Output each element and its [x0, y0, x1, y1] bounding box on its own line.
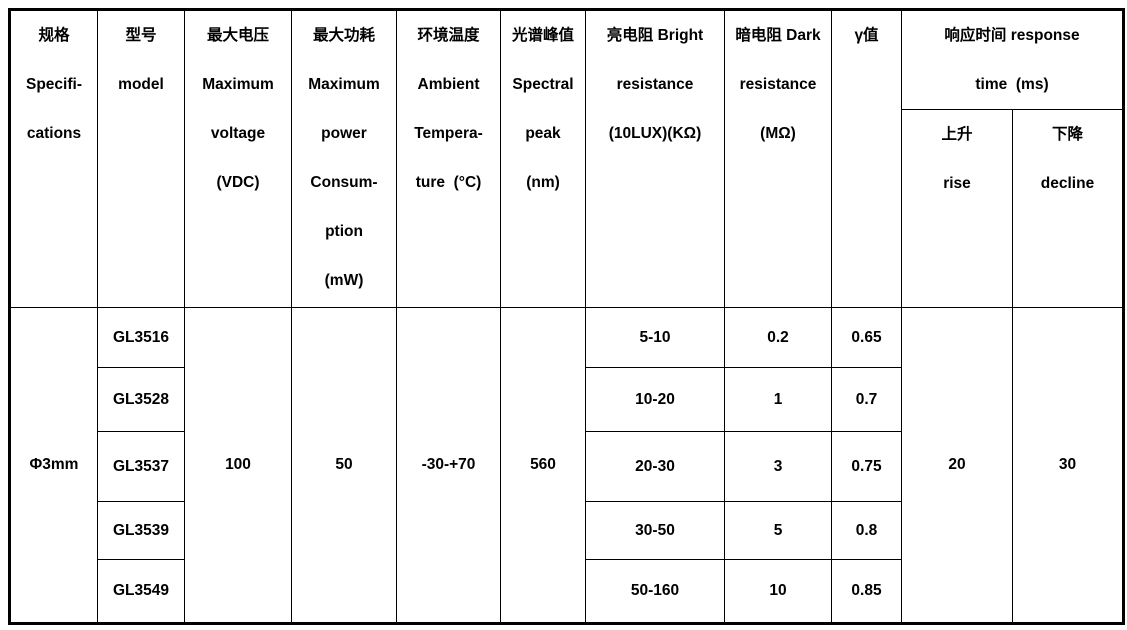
cell-specification: Φ3mm [9, 307, 98, 624]
table-row: GL3537 20-30 3 0.75 [10, 431, 1124, 502]
cell-gamma-row1: 0.7 [831, 367, 902, 432]
cell-decline: 30 [1011, 307, 1125, 624]
header-line: resistance [616, 76, 694, 93]
header-line: Specifi- [26, 76, 82, 93]
header-gamma: γ值 [831, 9, 902, 308]
header-line: cations [26, 125, 82, 142]
header-line: 光谱峰值 [511, 27, 574, 44]
header-line: power [321, 125, 367, 142]
table-row: GL3528 10-20 1 0.7 [10, 367, 1124, 432]
header-line: 环境温度 [417, 27, 480, 44]
header-line: (10LUX)(KΩ) [608, 125, 702, 142]
header-line: 型号 [125, 27, 157, 44]
header-line: Consum- [310, 174, 378, 191]
header-line: 亮电阻 Bright [606, 27, 704, 44]
header-line: (VDC) [216, 174, 260, 191]
header-line: Ambient [417, 76, 480, 93]
header-line: γ值 [854, 27, 879, 44]
header-specifications: 规格 Specifi- cations [9, 9, 98, 308]
table-row: GL3549 50-160 10 0.85 [10, 559, 1124, 624]
header-line: (MΩ) [760, 125, 796, 142]
header-line: Spectral [512, 76, 574, 93]
cell-dark-resistance-row3: 5 [724, 501, 832, 560]
header-line: decline [1040, 175, 1095, 192]
header-line: (nm) [526, 174, 560, 191]
header-decline: 下降 decline [1011, 109, 1125, 308]
cell-bright-resistance-row1: 10-20 [585, 367, 725, 432]
cell-bright-resistance-row4: 50-160 [585, 559, 725, 624]
cell-model-row0: GL3516 [97, 307, 185, 368]
cell-bright-resistance-row2: 20-30 [585, 431, 725, 502]
cell-rise: 20 [901, 307, 1013, 624]
header-line: ture (°C) [415, 174, 482, 191]
cell-model-row1: GL3528 [97, 367, 185, 432]
cell-gamma-row3: 0.8 [831, 501, 902, 560]
header-max-power: 最大功耗 Maximum power Consum- ption (mW) [291, 9, 397, 308]
header-line: rise [943, 175, 971, 192]
header-line: Maximum [202, 76, 274, 93]
cell-dark-resistance-row2: 3 [724, 431, 832, 502]
header-spectral-peak: 光谱峰值 Spectral peak (nm) [500, 9, 586, 308]
header-line: 下降 [1052, 126, 1084, 143]
cell-dark-resistance-row0: 0.2 [724, 307, 832, 368]
cell-model-row2: GL3537 [97, 431, 185, 502]
header-line: model [118, 76, 164, 93]
cell-gamma-row2: 0.75 [831, 431, 902, 502]
header-line: ption [325, 223, 363, 240]
header-line: 暗电阻 Dark [735, 27, 821, 44]
header-line: 最大功耗 [312, 27, 375, 44]
header-model: 型号 model [97, 9, 185, 308]
header-rise: 上升 rise [901, 109, 1013, 308]
table-row: Φ3mm GL3516 100 50 -30-+70 560 5-10 0.2 … [9, 307, 1125, 624]
header-line: Maximum [308, 76, 380, 93]
spec-table: 规格 Specifi- cations 型号 model 最大电压 Maximu… [8, 8, 1126, 625]
cell-bright-resistance-row3: 30-50 [585, 501, 725, 560]
cell-dark-resistance-row4: 10 [724, 559, 832, 624]
cell-max-voltage: 100 [184, 307, 292, 624]
header-max-voltage: 最大电压 Maximum voltage (VDC) [184, 9, 292, 308]
header-line: time (ms) [975, 76, 1049, 93]
header-line: Tempera- [414, 125, 483, 142]
cell-gamma-row4: 0.85 [831, 559, 902, 624]
cell-ambient-temperature: -30-+70 [396, 307, 501, 624]
header-line: 规格 [38, 27, 70, 44]
header-line: voltage [210, 125, 266, 142]
cell-model-row3: GL3539 [97, 501, 185, 560]
cell-bright-resistance-row0: 5-10 [585, 307, 725, 368]
header-line: (mW) [324, 272, 364, 289]
table-row: GL3539 30-50 5 0.8 [10, 501, 1124, 560]
header-line: peak [525, 125, 561, 142]
header-dark-resistance: 暗电阻 Dark resistance (MΩ) [724, 9, 832, 308]
header-line: 上升 [941, 126, 973, 143]
cell-dark-resistance-row1: 1 [724, 367, 832, 432]
header-line: 响应时间 response [944, 27, 1080, 44]
cell-gamma-row0: 0.65 [831, 307, 902, 368]
header-line: resistance [739, 76, 817, 93]
header-response-time: 响应时间 response time (ms) [900, 9, 1125, 110]
header-bright-resistance: 亮电阻 Bright resistance (10LUX)(KΩ) [585, 9, 725, 308]
cell-model-row4: GL3549 [97, 559, 185, 624]
header-line: 最大电压 [206, 27, 269, 44]
cell-spectral-peak: 560 [500, 307, 586, 624]
header-ambient-temperature: 环境温度 Ambient Tempera- ture (°C) [396, 9, 501, 308]
cell-max-power: 50 [291, 307, 397, 624]
